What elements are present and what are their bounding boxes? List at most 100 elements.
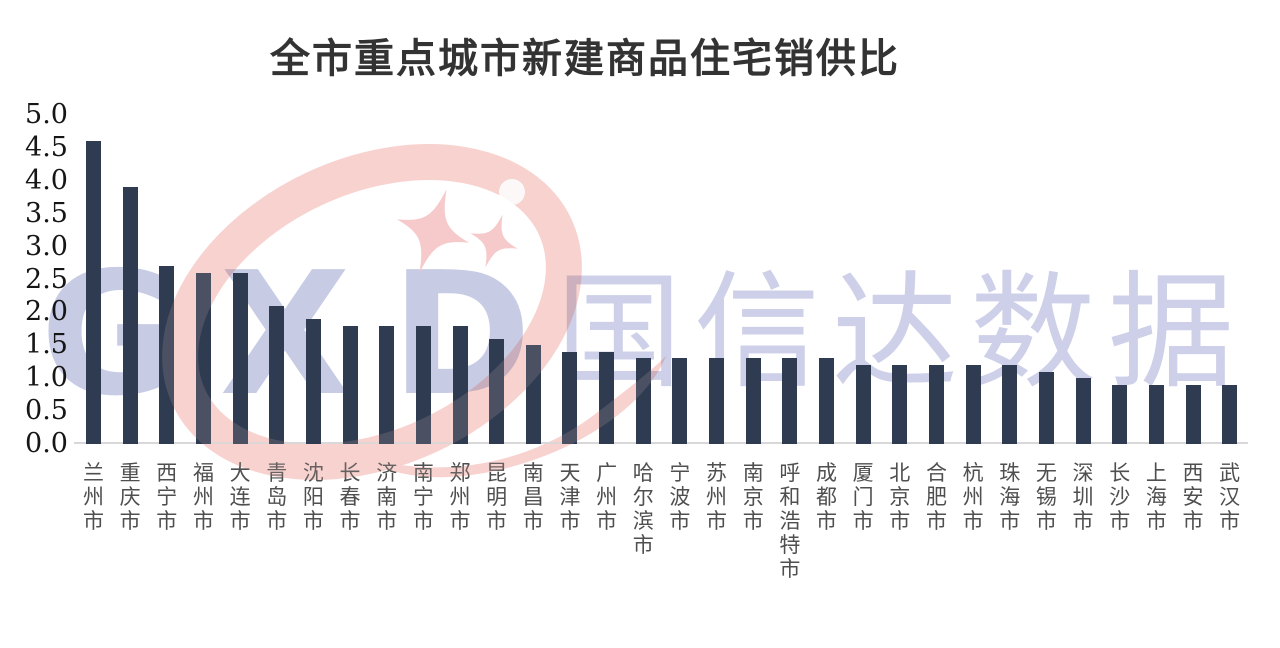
city-label-char: 市 — [742, 509, 764, 533]
y-axis-tick-label: 4.0 — [25, 164, 68, 196]
x-axis-line — [74, 442, 1248, 444]
y-axis-tick-label: 3.5 — [25, 197, 68, 229]
bar — [305, 318, 321, 444]
bar — [745, 358, 761, 444]
bar — [782, 358, 798, 444]
city-label-char: 岛 — [266, 485, 288, 509]
city-label-char: 州 — [962, 485, 984, 509]
bar — [855, 365, 871, 444]
city-label-char: 南 — [742, 461, 764, 485]
city-label-char: 市 — [632, 533, 654, 557]
city-label-char: 州 — [596, 485, 618, 509]
city-label-char: 市 — [669, 509, 691, 533]
city-label-char: 明 — [486, 485, 508, 509]
city-label-char: 浩 — [779, 509, 801, 533]
city-label-char: 锡 — [1035, 485, 1057, 509]
city-label-char: 无 — [1035, 461, 1057, 485]
city-label: 广州市 — [596, 461, 618, 533]
bar — [269, 305, 285, 444]
bar — [965, 365, 981, 444]
city-label: 青岛市 — [266, 461, 288, 533]
city-label-char: 天 — [559, 461, 581, 485]
city-label-char: 南 — [522, 461, 544, 485]
bar — [562, 351, 578, 444]
chart-title: 全市重点城市新建商品住宅销供比 — [270, 37, 900, 81]
city-label-char: 海 — [1145, 485, 1167, 509]
city-label-char: 福 — [192, 461, 214, 485]
city-label: 厦门市 — [852, 461, 874, 533]
city-label: 福州市 — [192, 461, 214, 533]
bar — [892, 365, 908, 444]
city-label-char: 兰 — [83, 461, 104, 485]
city-label-char: 庆 — [119, 485, 141, 509]
city-label-char: 市 — [596, 509, 618, 533]
city-label-char: 特 — [779, 533, 801, 557]
sparkle-icon-small — [470, 214, 518, 268]
bar — [1075, 378, 1091, 444]
city-label: 昆明市 — [486, 461, 508, 533]
city-label-char: 春 — [339, 485, 361, 509]
bar — [1222, 384, 1238, 444]
bar — [672, 358, 688, 444]
city-label-char: 市 — [1182, 509, 1204, 533]
city-label: 南宁市 — [412, 461, 434, 533]
city-label: 杭州市 — [962, 461, 984, 533]
city-label-char: 苏 — [706, 461, 728, 485]
watermark-highlight-circle-small — [499, 179, 525, 205]
city-label-char: 市 — [1035, 509, 1057, 533]
city-label-char: 西 — [156, 461, 178, 485]
city-label-char: 郑 — [449, 461, 471, 485]
city-label-char: 州 — [449, 485, 471, 509]
city-label-char: 沈 — [302, 461, 324, 485]
city-label-char: 市 — [1219, 509, 1241, 533]
city-label-char: 重 — [119, 461, 141, 485]
city-label-char: 市 — [889, 509, 911, 533]
city-label-char: 波 — [669, 485, 691, 509]
y-axis-tick-label: 0.0 — [25, 428, 68, 459]
city-label: 宁波市 — [669, 461, 691, 533]
city-label-char: 市 — [779, 557, 801, 581]
bar — [415, 325, 431, 444]
city-label-char: 州 — [83, 485, 104, 509]
city-label-char: 武 — [1219, 461, 1241, 485]
city-label: 合肥市 — [925, 461, 947, 533]
city-label: 西安市 — [1182, 461, 1204, 533]
city-label: 天津市 — [559, 461, 581, 533]
city-label-char: 海 — [999, 485, 1021, 509]
city-label-char: 都 — [816, 485, 837, 509]
city-label-char: 肥 — [925, 485, 947, 509]
city-label-char: 昆 — [486, 461, 508, 485]
watermark-letters-text: GXD — [40, 236, 572, 434]
bar — [452, 325, 468, 444]
city-label: 珠海市 — [999, 461, 1021, 533]
city-label: 南京市 — [742, 461, 764, 533]
city-label: 长春市 — [339, 461, 361, 533]
city-label-char: 北 — [889, 461, 911, 485]
city-label-char: 州 — [192, 485, 214, 509]
city-label-char: 长 — [1109, 461, 1131, 485]
bar — [819, 358, 834, 444]
bar — [195, 272, 211, 444]
city-label-char: 尔 — [632, 485, 654, 509]
city-label: 沈阳市 — [302, 461, 324, 533]
city-label-char: 市 — [925, 509, 947, 533]
city-label: 呼和浩特市 — [779, 461, 801, 581]
city-label-char: 深 — [1072, 461, 1094, 485]
city-label-char: 津 — [559, 485, 581, 509]
y-axis-tick-label: 1.5 — [25, 329, 68, 361]
bar — [379, 325, 395, 444]
city-label-char: 市 — [1109, 509, 1131, 533]
city-label-char: 合 — [925, 461, 947, 485]
city-label: 北京市 — [889, 461, 911, 533]
city-label-char: 市 — [302, 509, 324, 533]
city-label-char: 市 — [1145, 509, 1167, 533]
y-axis-tick-label: 5.0 — [25, 99, 68, 130]
city-label-char: 市 — [266, 509, 288, 533]
city-label-char: 市 — [706, 509, 728, 533]
bar — [489, 338, 505, 444]
y-axis-tick-label: 4.5 — [25, 131, 68, 163]
city-label: 长沙市 — [1109, 461, 1131, 533]
city-label-char: 市 — [559, 509, 581, 533]
city-label-char: 哈 — [632, 461, 654, 485]
